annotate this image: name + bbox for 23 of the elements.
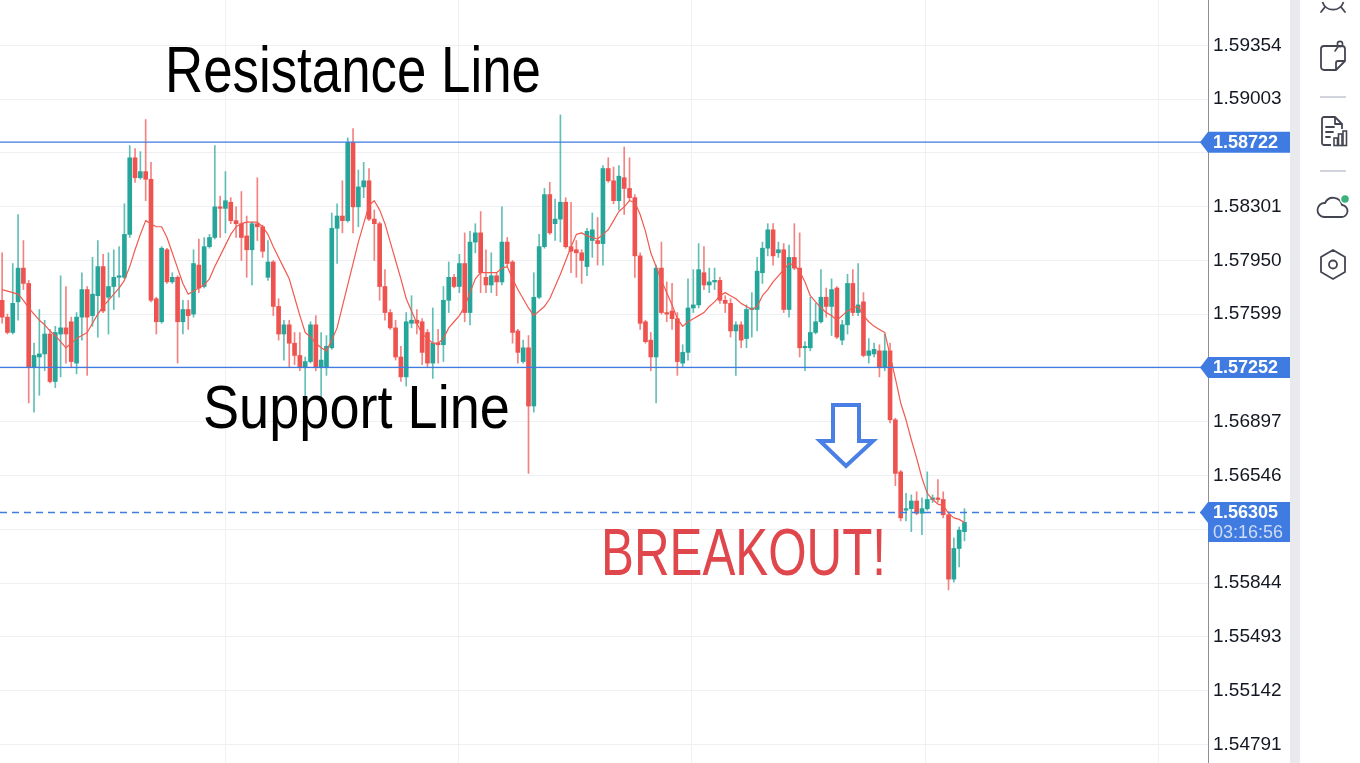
y-tick-label: 1.57950 xyxy=(1213,248,1282,270)
candlestick xyxy=(908,494,914,532)
candlestick xyxy=(361,162,367,198)
ref-line-label: 1.57252 xyxy=(1213,357,1279,378)
candlestick xyxy=(488,252,494,293)
y-tick-label: 1.55493 xyxy=(1213,625,1282,647)
y-tick-label: 1.59003 xyxy=(1213,87,1282,109)
y-tick-label: 1.55844 xyxy=(1213,571,1283,593)
ref-line-label: 1.56305 xyxy=(1213,502,1279,523)
y-tick-label: 1.56546 xyxy=(1213,463,1282,485)
y-tick-label: 1.54791 xyxy=(1213,732,1282,754)
y-tick-label: 1.58301 xyxy=(1213,194,1282,216)
y-tick-label: 1.57599 xyxy=(1213,302,1282,324)
annotation: Support Line xyxy=(203,371,510,441)
y-tick-label: 1.56897 xyxy=(1213,410,1282,432)
candlestick xyxy=(866,338,872,364)
text: 03:16:56 xyxy=(1213,521,1284,542)
annotation: BREAKOUT! xyxy=(601,514,886,589)
annotation: Resistance Line xyxy=(165,34,541,106)
y-tick-label: 1.55142 xyxy=(1213,678,1282,700)
ref-line-label: 1.58722 xyxy=(1213,132,1279,153)
candlestick xyxy=(185,299,191,330)
y-tick-label: 1.59354 xyxy=(1213,33,1283,55)
